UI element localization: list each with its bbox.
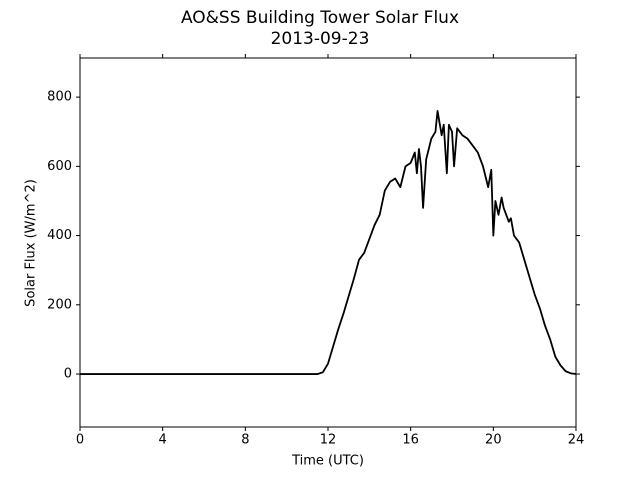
y-axis-label: Solar Flux (W/m^2) bbox=[24, 179, 39, 307]
chart-title: AO&SS Building Tower Solar Flux bbox=[181, 8, 459, 28]
y-tick-label: 400 bbox=[47, 228, 72, 243]
x-tick-label: 0 bbox=[76, 433, 84, 448]
plot-frame bbox=[79, 57, 577, 428]
x-axis-label: Time (UTC) bbox=[291, 454, 364, 469]
data-line bbox=[80, 110, 577, 375]
y-tick-label: 800 bbox=[47, 90, 72, 105]
y-tick-label: 0 bbox=[64, 367, 72, 382]
y-tick-label: 200 bbox=[47, 297, 72, 312]
x-tick-label: 24 bbox=[568, 433, 585, 448]
x-tick-label: 4 bbox=[159, 433, 167, 448]
chart-subtitle: 2013-09-23 bbox=[271, 29, 370, 49]
x-tick-label: 12 bbox=[320, 433, 337, 448]
x-tick-label: 16 bbox=[402, 433, 419, 448]
y-tick-label: 600 bbox=[47, 159, 72, 174]
x-tick-label: 8 bbox=[241, 433, 249, 448]
x-tick-label: 20 bbox=[485, 433, 502, 448]
